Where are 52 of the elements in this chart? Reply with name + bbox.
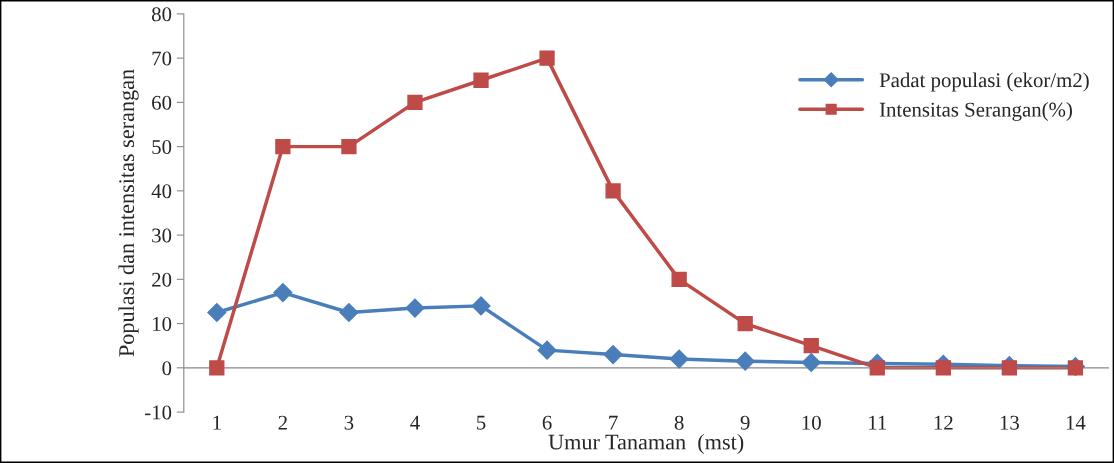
point [605,183,621,199]
x-tick-label: 4 [410,415,420,430]
point [669,349,689,369]
x-tick-label: 13 [1000,415,1019,430]
point [537,340,557,360]
point [339,302,359,323]
legend-label: Padat populasi (ekor/m2) [879,72,1089,92]
y-tick-label: 70 [152,51,172,66]
point [803,338,819,354]
point [869,360,885,376]
y-tick-label: -10 [145,405,172,420]
y-tick-label: 0 [162,361,172,376]
y-tick-label: 40 [151,184,172,199]
point [603,345,623,365]
point [671,271,687,287]
point [273,283,293,303]
point [737,315,753,332]
x-tick-label: 6 [542,415,552,430]
point [473,72,489,88]
x-tick-label: 9 [740,415,750,430]
x-tick-label: 2 [278,415,287,430]
x-axis-title: Umur Tanaman (mst) [548,433,744,455]
point [801,352,821,373]
point [407,94,423,111]
point [539,50,555,66]
point [341,138,357,155]
point [1067,360,1084,376]
x-tick-label: 3 [344,415,354,430]
x-tick-label: 14 [1066,415,1086,430]
point [471,296,491,316]
y-tick-label: 60 [152,95,172,110]
y-tick-label: 10 [153,316,172,332]
x-tick-label: 10 [802,415,821,430]
y-tick-label: 30 [152,228,172,243]
y-tick-label: 20 [152,272,172,287]
x-tick-label: 8 [674,415,684,430]
point [207,302,227,323]
y-axis-title: Populasi dan intensitas serangan [118,69,139,357]
y-tick-label: 80 [151,7,172,22]
x-tick-label: 12 [934,415,953,430]
point [275,138,291,155]
point [209,360,225,376]
legend-label: Intensitas Serangan(%) [879,102,1072,121]
point [935,360,951,376]
point [1001,360,1018,376]
y-tick-label: 50 [152,139,172,155]
x-tick-label: 11 [869,415,887,430]
x-tick-label: 5 [477,415,486,430]
point [405,298,425,318]
point [735,351,755,371]
x-tick-label: 7 [609,415,618,430]
x-tick-label: 1 [213,415,221,430]
